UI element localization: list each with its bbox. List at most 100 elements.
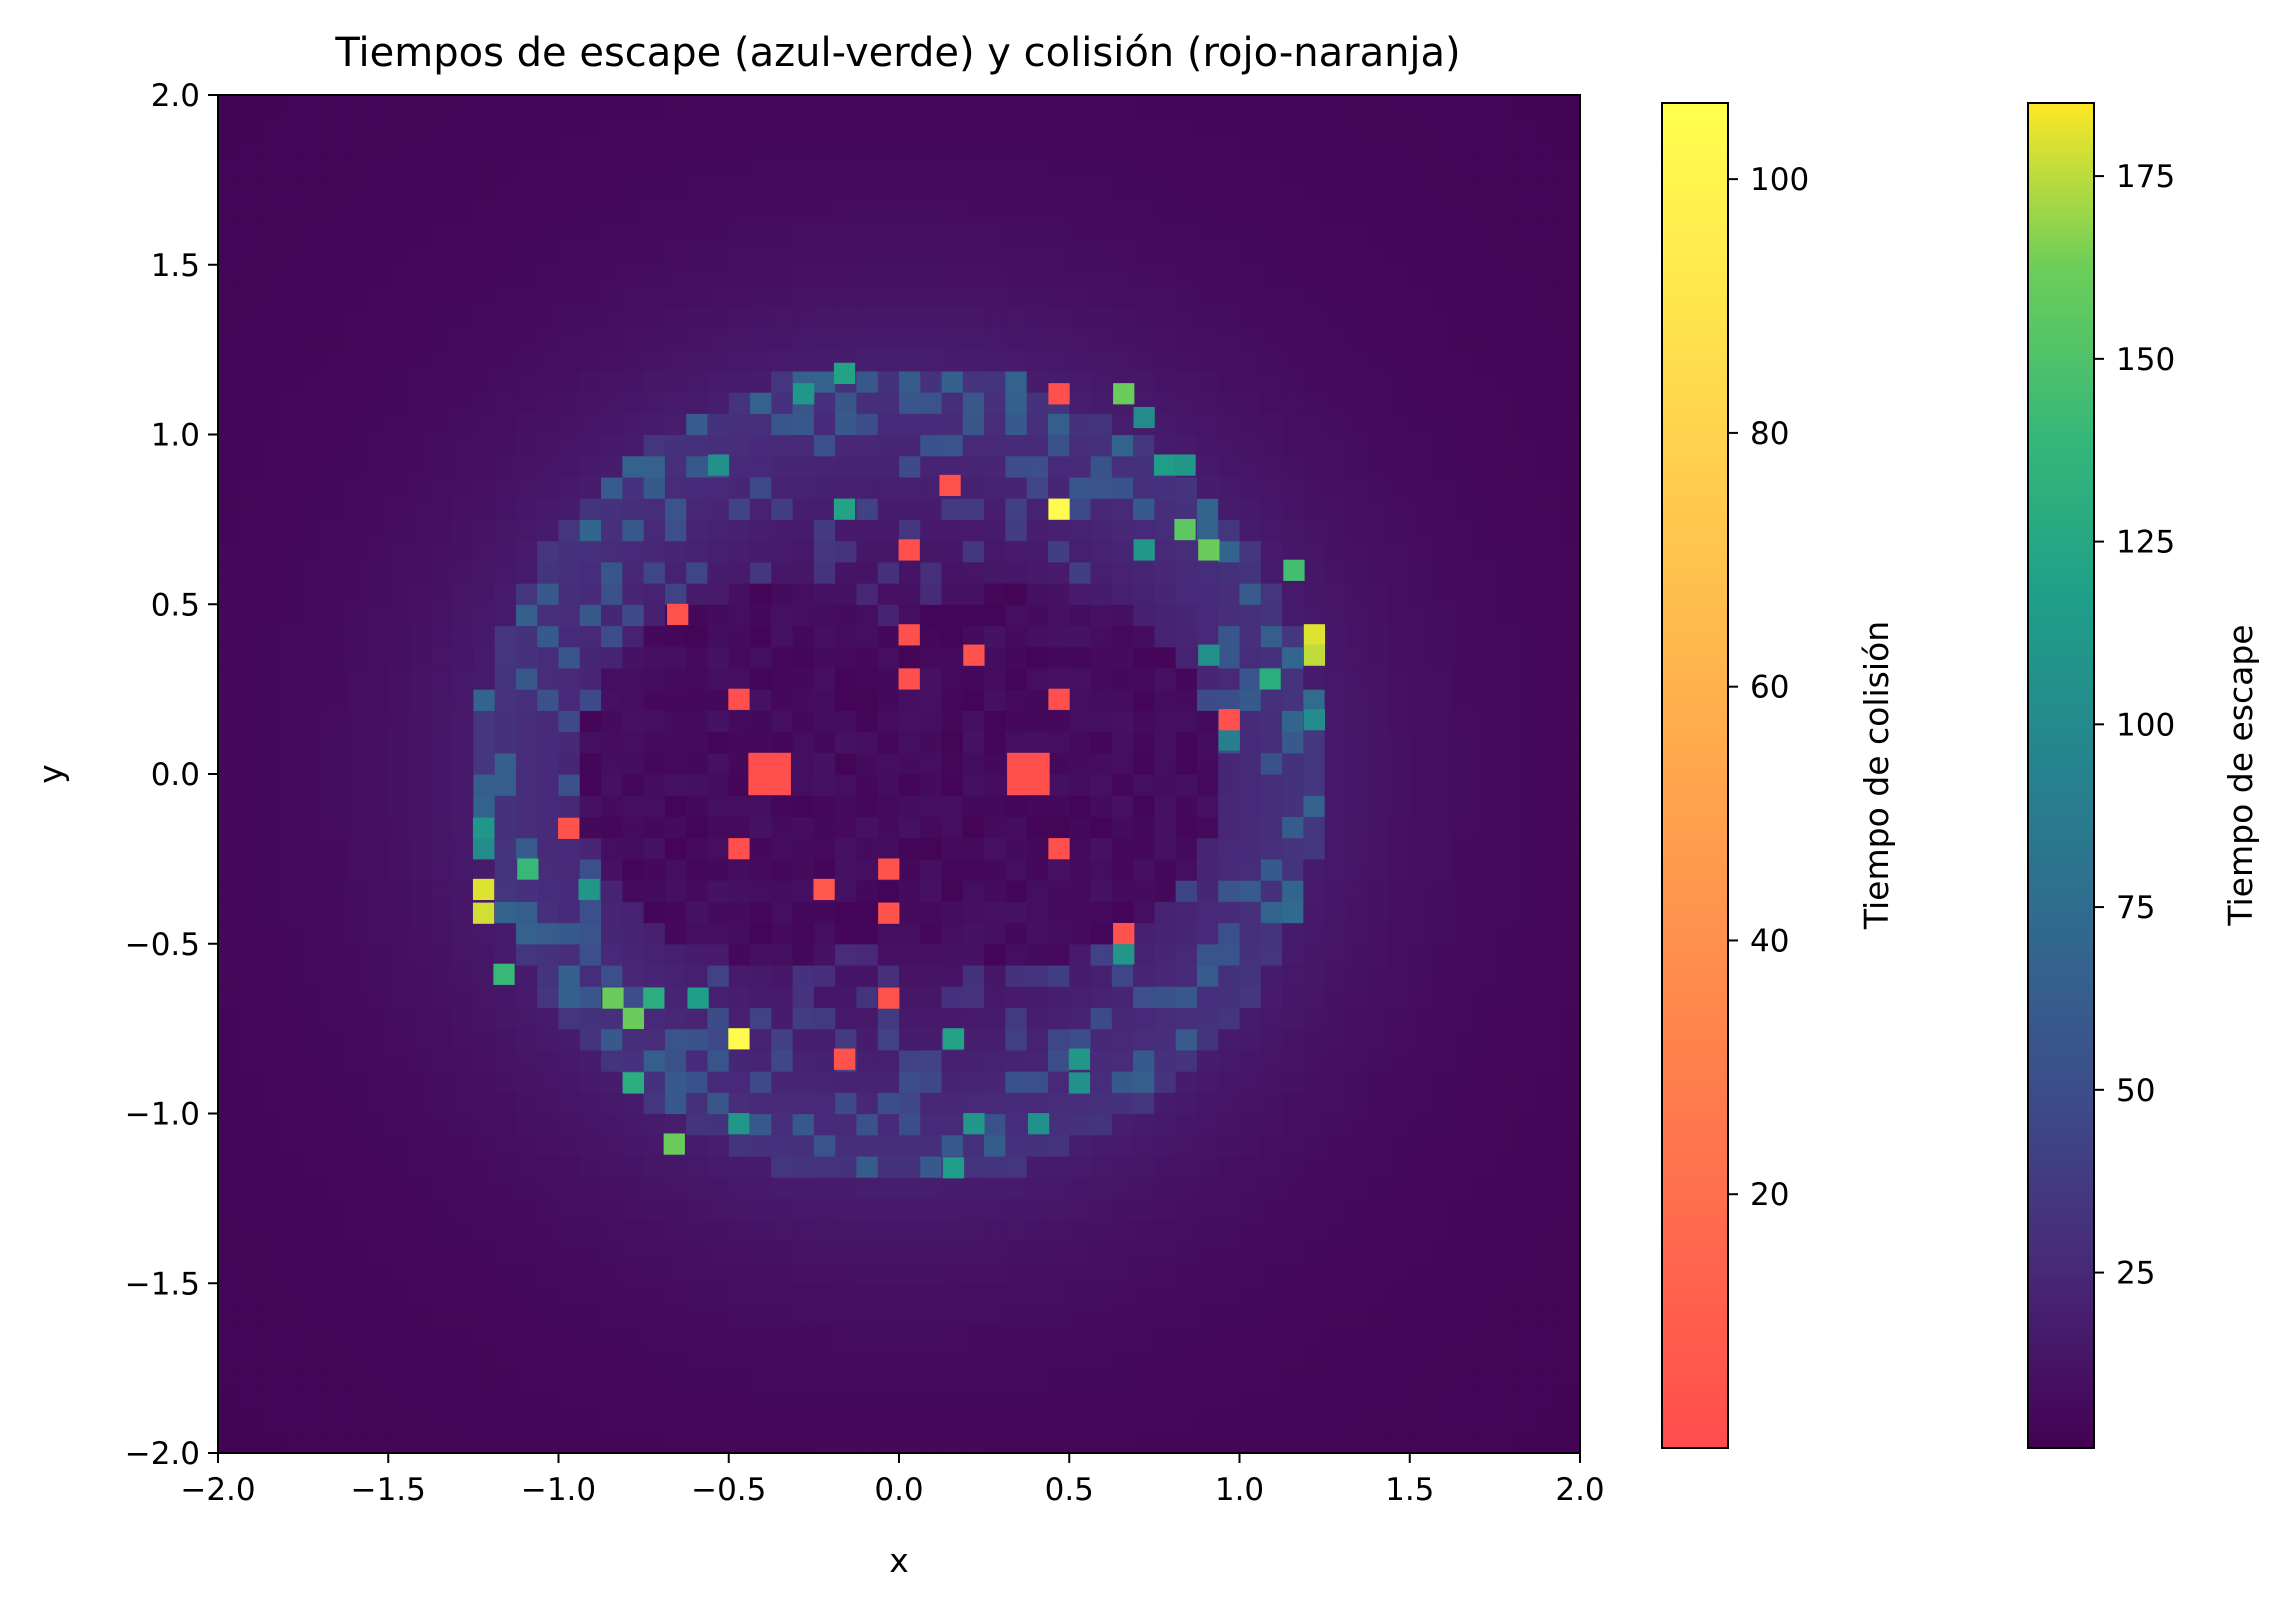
heatmap-cell [643,328,666,351]
heatmap-cell [1005,498,1028,520]
heatmap-cell [1260,858,1283,881]
heatmap-cell [239,519,262,542]
heatmap-cell [1324,1283,1347,1306]
heatmap-cell [1196,1177,1219,1199]
heatmap-cell [366,689,389,711]
heatmap-cell [1494,795,1517,818]
heatmap-cell [962,710,985,733]
heatmap-cell [899,646,921,669]
heatmap-cell [1196,1389,1219,1412]
heatmap-cell [218,667,240,690]
heatmap-cell [239,1304,262,1327]
heatmap-cell [452,455,474,478]
heatmap-cell [239,243,262,266]
heatmap-cell [1516,1219,1539,1242]
heatmap-cell [1218,222,1241,245]
heatmap-cell [643,1113,666,1136]
heatmap-cell [494,1049,517,1072]
heatmap-cell [622,476,645,499]
heatmap-cell [856,1389,879,1412]
heatmap-cell [1473,1219,1496,1242]
heatmap-cell [1409,710,1432,733]
heatmap-cell [813,392,836,414]
heatmap-cell [324,1431,347,1453]
heatmap-cell [1388,731,1411,754]
heatmap-cell [1345,137,1368,160]
heatmap-cell [899,201,921,223]
heatmap-cell [622,1028,645,1051]
heatmap-cell [537,943,560,966]
heatmap-cell [324,264,347,287]
heatmap-cell [1367,1283,1390,1306]
heatmap-cell [1345,1325,1368,1348]
heatmap-cell [856,774,879,796]
heatmap-cell [1324,264,1347,287]
heatmap-cell [750,1007,772,1030]
heatmap-cell [1218,816,1241,839]
heatmap-cell [366,1240,389,1263]
heatmap-cell [324,922,347,945]
heatmap-cell [388,1028,411,1051]
heatmap-cell [558,1007,581,1030]
heatmap-cell [345,1389,368,1412]
heatmap-cell [750,880,772,902]
heatmap-cell [1516,201,1539,223]
heatmap-cell [281,116,304,139]
heatmap-cell [260,1368,283,1390]
heatmap-cell [1494,1368,1517,1390]
heatmap-cell [728,349,751,372]
heatmap-cell [601,774,623,796]
heatmap-cell [1345,392,1368,414]
escape-cell [578,878,600,901]
heatmap-cell [1196,710,1219,733]
heatmap-cell [1069,901,1092,924]
heatmap-cell [1069,158,1092,181]
heatmap-cell [707,880,730,902]
heatmap-cell [537,1262,560,1284]
heatmap-cell [1452,943,1475,966]
heatmap-cell [558,1389,581,1412]
heatmap-cell [409,179,432,202]
heatmap-cell [430,285,453,308]
heatmap-cell [1431,349,1453,372]
heatmap-cell [1111,816,1134,839]
heatmap-cell [494,1071,517,1093]
heatmap-cell [643,858,666,881]
heatmap-cell [345,1155,368,1178]
heatmap-cell [1026,1028,1049,1051]
heatmap-cell [324,1240,347,1263]
heatmap-cell [1409,1028,1432,1051]
heatmap-cell [473,752,496,775]
heatmap-cell [281,1240,304,1263]
heatmap-cell [1047,922,1070,945]
heatmap-cell [388,370,411,393]
heatmap-cell [941,880,964,902]
heatmap-cell [1452,880,1475,902]
heatmap-cell [1345,349,1368,372]
heatmap-cell [1303,328,1326,351]
heatmap-cell [1218,1283,1241,1306]
heatmap-cell [494,1219,517,1242]
heatmap-cell [537,752,560,775]
heatmap-cell [1090,837,1113,860]
heatmap-cell [601,710,623,733]
heatmap-cell [622,116,645,139]
heatmap-cell [1367,476,1390,499]
heatmap-cell [1516,858,1539,881]
heatmap-cell [218,498,240,520]
heatmap-cell [1388,392,1411,414]
heatmap-cell [877,392,900,414]
heatmap-cell [1047,604,1070,627]
heatmap-cell [962,1262,985,1284]
heatmap-cell [1494,328,1517,351]
heatmap-cell [1111,498,1134,520]
heatmap-cell [1431,1134,1453,1157]
heatmap-cell [303,201,326,223]
heatmap-cell [1175,264,1198,287]
heatmap-cell [856,1092,879,1115]
heatmap-cell [1516,1431,1539,1453]
heatmap-cell [558,1049,581,1072]
heatmap-cell [941,1325,964,1348]
heatmap-cell [1409,434,1432,457]
heatmap-cell [1069,646,1092,669]
